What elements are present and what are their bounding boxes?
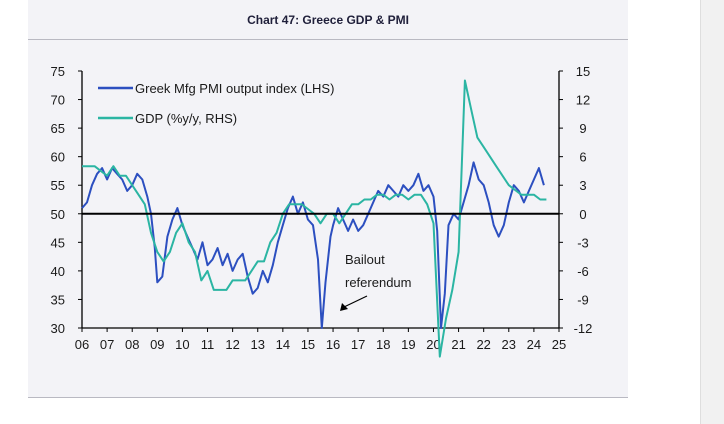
- x-tick-label: 16: [326, 337, 340, 352]
- x-tick-label: 06: [75, 337, 89, 352]
- chart-panel: [28, 0, 628, 398]
- left-tick-label: 45: [51, 235, 65, 250]
- right-tick-label: -12: [574, 321, 593, 336]
- right-tick-label: -6: [577, 264, 589, 279]
- x-tick-label: 23: [502, 337, 516, 352]
- x-tick-label: 13: [251, 337, 265, 352]
- x-tick-label: 09: [150, 337, 164, 352]
- x-tick-label: 24: [527, 337, 541, 352]
- x-tick-label: 11: [201, 337, 215, 352]
- x-tick-label: 18: [376, 337, 390, 352]
- x-tick-label: 14: [276, 337, 290, 352]
- left-tick-label: 55: [51, 178, 65, 193]
- x-tick-label: 19: [401, 337, 415, 352]
- chart-title: Chart 47: Greece GDP & PMI: [247, 13, 409, 27]
- scrollbar-track[interactable]: [700, 0, 724, 424]
- x-tick-label: 25: [552, 337, 566, 352]
- left-tick-label: 65: [51, 121, 65, 136]
- right-tick-label: 6: [579, 150, 586, 165]
- x-tick-label: 20: [426, 337, 440, 352]
- x-tick-label: 15: [301, 337, 315, 352]
- left-tick-label: 75: [51, 64, 65, 79]
- right-tick-label: 12: [576, 93, 590, 108]
- legend-label-1: Greek Mfg PMI output index (LHS): [135, 81, 334, 96]
- left-tick-label: 35: [51, 292, 65, 307]
- series-line-1: [81, 161, 545, 329]
- annotation-arrow: [343, 295, 368, 308]
- x-tick-label: 07: [100, 337, 114, 352]
- x-tick-label: 22: [476, 337, 490, 352]
- x-tick-label: 12: [225, 337, 239, 352]
- left-tick-label: 60: [51, 150, 65, 165]
- right-tick-label: -3: [577, 235, 589, 250]
- right-tick-label: 15: [576, 64, 590, 79]
- legend-label-2: GDP (%y/y, RHS): [135, 111, 237, 126]
- right-tick-label: -9: [577, 292, 589, 307]
- left-tick-label: 40: [51, 264, 65, 279]
- right-tick-label: 0: [579, 207, 586, 222]
- right-tick-label: 9: [579, 121, 586, 136]
- left-tick-label: 30: [51, 321, 65, 336]
- annotation-arrow-head: [340, 303, 349, 311]
- left-tick-label: 70: [51, 93, 65, 108]
- x-tick-label: 08: [125, 337, 139, 352]
- x-tick-label: 21: [451, 337, 465, 352]
- annotation-line-2: referendum: [345, 275, 411, 290]
- annotation-line-1: Bailout: [345, 252, 385, 267]
- x-tick-label: 10: [175, 337, 189, 352]
- x-tick-label: 17: [351, 337, 365, 352]
- right-tick-label: 3: [579, 178, 586, 193]
- title-rule: [28, 39, 628, 40]
- left-tick-label: 50: [51, 207, 65, 222]
- bottom-rule: [28, 397, 628, 398]
